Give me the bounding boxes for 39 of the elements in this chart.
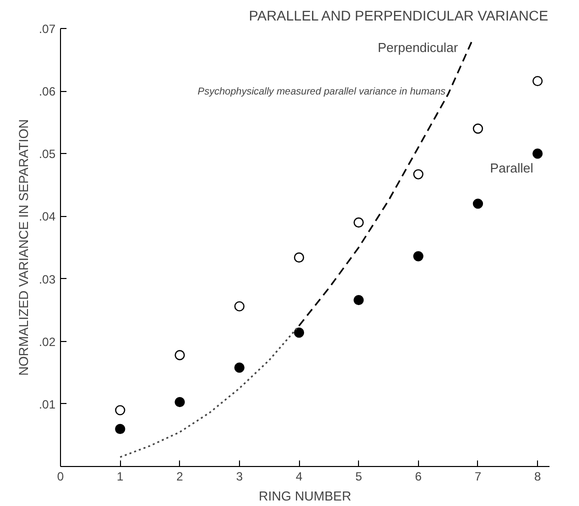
point bbox=[413, 169, 424, 180]
point bbox=[532, 76, 543, 86]
y-tick-label: .06 bbox=[38, 84, 56, 99]
y-tick-label: .07 bbox=[38, 22, 56, 36]
point bbox=[115, 424, 126, 434]
x-tick-label: 1 bbox=[116, 470, 124, 484]
point bbox=[532, 148, 543, 159]
point bbox=[354, 217, 364, 228]
x-tick-label: 7 bbox=[474, 470, 482, 484]
y-axis-title: NORMALIZED VARIANCE IN SEPARATION bbox=[16, 119, 31, 376]
y-tick-label: .02 bbox=[38, 334, 56, 349]
point bbox=[294, 252, 304, 263]
x-axis-title: RING NUMBER bbox=[258, 488, 352, 504]
x-tick-label: 8 bbox=[534, 470, 542, 484]
annotation: Psychophysically measured parallel variance in humans bbox=[198, 86, 446, 98]
point bbox=[472, 198, 484, 209]
y-tick-label: .03 bbox=[38, 272, 56, 286]
point bbox=[115, 405, 126, 416]
point bbox=[472, 124, 484, 134]
y-tick-label: .01 bbox=[38, 397, 56, 412]
point bbox=[174, 350, 185, 360]
chart-title: PARALLEL AND PERPENDICULAR VARIANCE bbox=[248, 8, 548, 24]
x-tick-label: 0 bbox=[57, 470, 64, 484]
x-tick-label: 3 bbox=[236, 470, 244, 484]
point bbox=[234, 301, 244, 312]
y-tick-label: .04 bbox=[38, 210, 56, 224]
point bbox=[234, 362, 244, 373]
line-series bbox=[119, 324, 300, 458]
x-tick-label: 6 bbox=[414, 470, 422, 484]
series-label: Parallel bbox=[490, 160, 534, 176]
x-tick-label: 4 bbox=[296, 470, 303, 484]
x-tick-label: 2 bbox=[176, 470, 184, 484]
point bbox=[354, 294, 364, 306]
point bbox=[294, 328, 304, 338]
x-tick-label: 5 bbox=[355, 470, 362, 484]
point bbox=[174, 396, 185, 408]
series-label: Perpendicular bbox=[378, 40, 459, 56]
point bbox=[413, 251, 424, 262]
y-tick-label: .05 bbox=[38, 147, 56, 162]
